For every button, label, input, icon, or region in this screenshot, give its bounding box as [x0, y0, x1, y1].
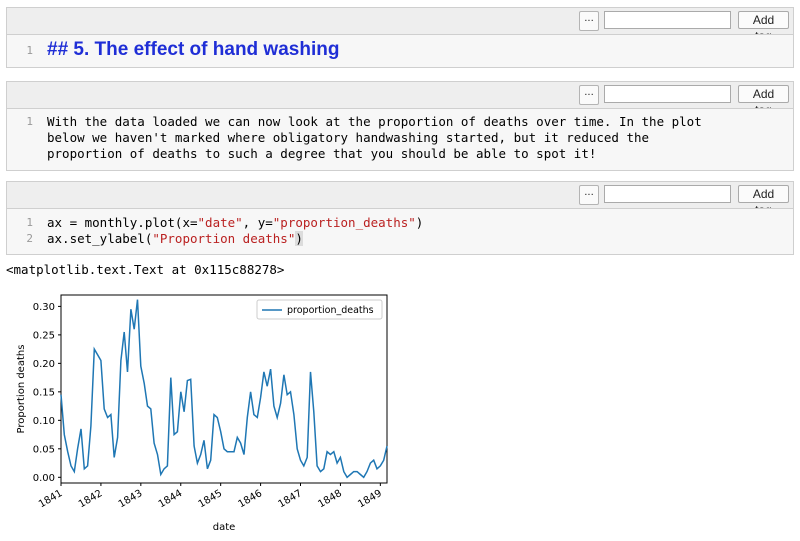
x-tick-label: 1848: [316, 488, 344, 510]
cell-output-text: <matplotlib.text.Text at 0x115c88278>: [6, 262, 285, 277]
line-number-gutter: 1: [7, 35, 37, 67]
line-number: 1: [26, 216, 33, 229]
y-tick-label: 0.10: [33, 416, 55, 427]
more-button[interactable]: ...: [579, 11, 599, 31]
code-token: ): [295, 231, 303, 246]
tag-input[interactable]: [604, 185, 731, 203]
x-tick-label: 1844: [157, 488, 185, 510]
x-tick-label: 1843: [117, 488, 145, 510]
code-string: "date": [197, 215, 243, 230]
line-number: 1: [26, 44, 33, 57]
legend-label: proportion_deaths: [287, 305, 374, 316]
markdown-source-line: below we haven't marked where obligatory…: [47, 130, 650, 145]
more-button[interactable]: ...: [579, 85, 599, 105]
code-cell[interactable]: ... Add tag 1 2 ax = monthly.plot(x="dat…: [6, 181, 794, 256]
tag-input[interactable]: [604, 85, 731, 103]
y-tick-label: 0.15: [33, 387, 55, 398]
legend: proportion_deaths: [256, 299, 383, 320]
x-tick-label: 1842: [77, 488, 105, 510]
code-token: ax = monthly.plot(x=: [47, 215, 198, 230]
code-token: ax.set_ylabel(: [47, 231, 153, 246]
cell-input-area[interactable]: 1 With the data loaded we can now look a…: [6, 108, 794, 171]
cell-toolbar: ... Add tag: [6, 181, 794, 217]
add-tag-button[interactable]: Add tag: [738, 85, 789, 117]
x-tick-label: 1845: [197, 488, 225, 510]
more-button[interactable]: ...: [579, 185, 599, 205]
y-tick-label: 0.05: [33, 444, 55, 455]
code-line: ax = monthly.plot(x="date", y="proportio…: [47, 215, 423, 230]
code-input-area[interactable]: 1 2 ax = monthly.plot(x="date", y="propo…: [6, 208, 794, 255]
x-tick-label: 1841: [37, 488, 65, 510]
y-tick-label: 0.30: [33, 302, 55, 313]
series-line-proportion-deaths: [60, 299, 388, 479]
code-token: , y=: [242, 215, 273, 230]
axes-frame: [60, 294, 388, 484]
markdown-heading-text: ## 5. The effect of hand washing: [47, 39, 340, 60]
y-axis-label: Proportion deaths: [16, 345, 27, 434]
tag-input[interactable]: [604, 11, 731, 29]
x-tick-label: 1847: [276, 488, 304, 510]
code-string: "Proportion deaths": [152, 231, 296, 246]
cell-toolbar: ... Add tag: [6, 7, 794, 43]
output-line-chart: Proportion deaths date 0.00 0.05 0.10 0.15 0…: [16, 294, 388, 533]
markdown-cell-text[interactable]: ... Add tag 1 With the data loaded we ca…: [6, 81, 794, 171]
y-tick-label: 0.00: [33, 473, 55, 484]
y-tick-label: 0.25: [33, 330, 55, 341]
cell-toolbar: ... Add tag: [6, 81, 794, 117]
code-string: "proportion_deaths": [272, 215, 416, 230]
markdown-cell-heading[interactable]: ... Add tag 1 ## 5. The effect of hand w…: [6, 7, 794, 68]
markdown-source-line: With the data loaded we can now look at …: [47, 114, 702, 129]
line-number: 2: [26, 232, 33, 245]
code-token: ): [415, 215, 424, 230]
line-number: 1: [26, 115, 33, 128]
line-number-gutter: 1 2: [7, 209, 37, 254]
add-tag-button[interactable]: Add tag: [738, 185, 789, 217]
x-axis-label: date: [213, 522, 236, 533]
code-line: ax.set_ylabel("Proportion deaths"): [47, 231, 303, 246]
markdown-source-line: proportion of deaths to such a degree th…: [47, 146, 597, 161]
line-number-gutter: 1: [7, 109, 37, 170]
add-tag-button[interactable]: Add tag: [738, 11, 789, 43]
y-tick-label: 0.20: [33, 359, 55, 370]
cell-input-area[interactable]: 1 ## 5. The effect of hand washing: [6, 34, 794, 68]
x-tick-label: 1849: [356, 488, 384, 510]
x-tick-label: 1846: [237, 488, 265, 510]
